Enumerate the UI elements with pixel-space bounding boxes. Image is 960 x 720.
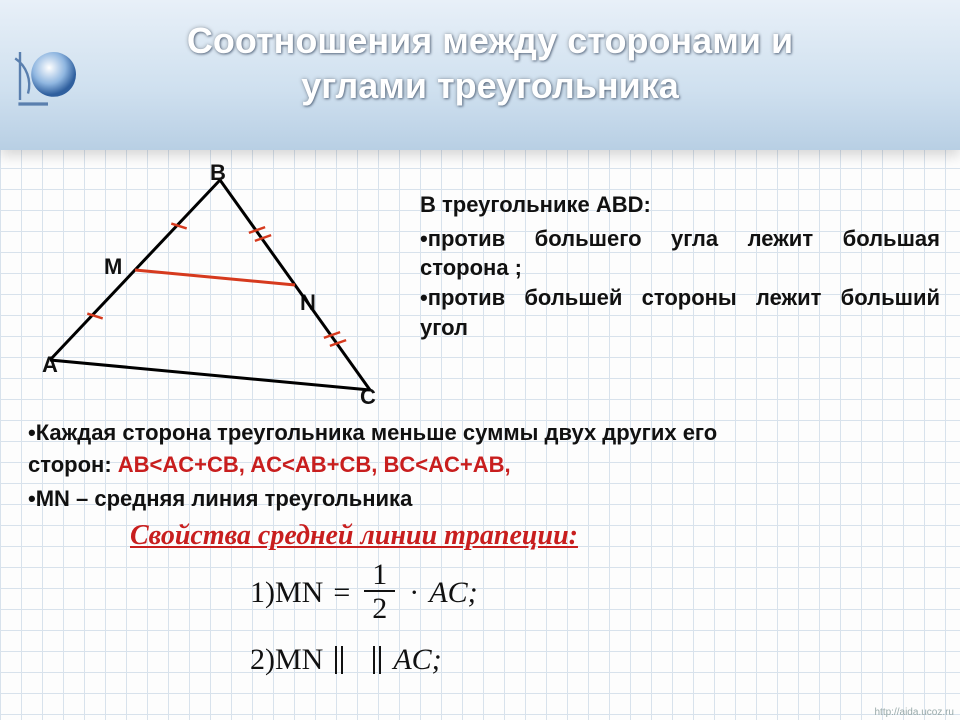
theorem-bullet-1: •против большего угла лежит большая стор… bbox=[420, 224, 940, 283]
f2-right: AC; bbox=[393, 643, 441, 677]
inequality-formulas: AB<AC+CB, AC<AB+CB, BC<AC+AB, bbox=[118, 452, 511, 477]
title-line-1: Соотношения между сторонами и bbox=[187, 20, 793, 61]
f2-parallel-right bbox=[371, 646, 383, 674]
theorem-block: В треугольнике ABD: •против большего угл… bbox=[420, 190, 940, 342]
f1-dot: · bbox=[409, 576, 419, 610]
f1-right: AC; bbox=[429, 576, 477, 610]
theorem-heading: В треугольнике ABD: bbox=[420, 190, 940, 220]
f1-index: 1)MN bbox=[250, 576, 323, 610]
inequality-prefix: сторон: bbox=[28, 452, 112, 477]
triangle-diagram bbox=[20, 160, 420, 420]
midline-text: •MN – средняя линия треугольника bbox=[28, 484, 938, 515]
f2-left: 2)MN bbox=[250, 643, 323, 677]
theorem-bullet-2: •против большей стороны лежит больший уг… bbox=[420, 283, 940, 342]
f1-fraction: 1 2 bbox=[364, 560, 395, 625]
formula-1: 1)MN = 1 2 · AC; bbox=[250, 560, 710, 625]
formula-block: 1)MN = 1 2 · AC; 2)MN AC; bbox=[250, 560, 710, 695]
slide-title: Соотношения между сторонами и углами тре… bbox=[60, 18, 920, 108]
f1-den: 2 bbox=[364, 592, 395, 625]
f2-parallel-left bbox=[333, 646, 345, 674]
inequality-line-2: сторон: AB<AC+CB, AC<AB+CB, BC<AC+AB, bbox=[28, 450, 938, 481]
inequality-line-1: •Каждая сторона треугольника меньше сумм… bbox=[28, 418, 938, 449]
formula-2: 2)MN AC; bbox=[250, 643, 710, 677]
f1-num: 1 bbox=[364, 560, 395, 592]
watermark: http://aida.ucoz.ru bbox=[875, 707, 955, 718]
content-area: A B C M N В треугольнике ABD: •против бо… bbox=[0, 0, 960, 720]
f1-eq: = bbox=[333, 576, 350, 610]
properties-subtitle: Свойства средней линии трапеции: bbox=[130, 520, 578, 552]
title-line-2: углами треугольника bbox=[301, 65, 679, 106]
